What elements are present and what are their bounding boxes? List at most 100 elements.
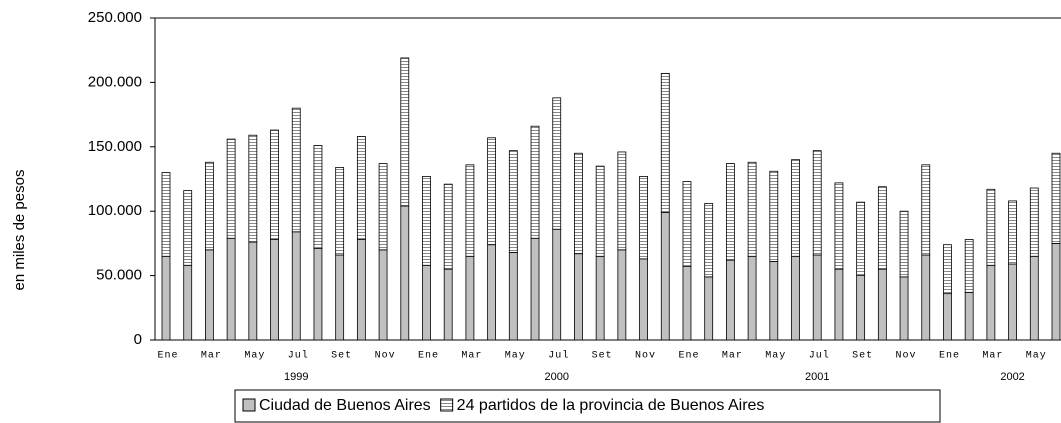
y-tick-label: 50.000 <box>96 267 142 284</box>
bar-segment <box>725 163 735 261</box>
bar-segment <box>1008 200 1017 265</box>
bar-segment <box>964 291 974 341</box>
bar-segment <box>725 259 735 341</box>
bar-segment <box>335 167 345 256</box>
y-tick-label: 200.000 <box>88 73 142 90</box>
bar-segment <box>356 136 366 240</box>
bar-segment <box>986 188 996 266</box>
year-label: 1999 <box>284 371 308 383</box>
bar-segment <box>487 137 497 246</box>
year-label: 2002 <box>1000 371 1024 383</box>
bar-segment <box>530 125 540 239</box>
year-label: 2001 <box>805 371 829 383</box>
bar-segment <box>1029 187 1039 257</box>
bar-segment <box>812 150 822 256</box>
bar-segment <box>183 190 193 266</box>
bar-segment <box>1008 263 1017 341</box>
bar-segment <box>943 244 952 295</box>
bar-segment <box>161 172 171 257</box>
x-tick-label: Mar <box>722 351 743 362</box>
bar-segment <box>660 212 670 341</box>
x-tick-label: Ene <box>157 351 178 362</box>
bar-segment <box>834 268 844 341</box>
bar-segment <box>704 203 714 278</box>
bar-segment <box>291 231 301 341</box>
bar-segment <box>552 97 562 230</box>
bar-segment <box>508 252 518 341</box>
x-tick-label: Set <box>331 351 352 362</box>
x-tick-label: Ene <box>939 351 960 362</box>
bar-segment <box>639 258 648 341</box>
bar-segment <box>443 183 453 270</box>
bar-segment <box>508 150 518 253</box>
y-axis-label: en miles de pesos <box>11 170 28 291</box>
bar-segment <box>248 134 258 243</box>
bar-segment <box>682 181 692 267</box>
legend-box <box>234 389 941 423</box>
x-tick-label: Jul <box>548 350 569 362</box>
x-tick-label: Mar <box>982 351 1003 362</box>
bar-segment <box>313 248 323 341</box>
x-tick-label: Mar <box>201 351 222 362</box>
bar-segment <box>617 151 627 251</box>
bar-segment <box>1051 242 1061 341</box>
bar-segment <box>747 255 757 341</box>
y-tick-label: 250.000 <box>88 9 142 26</box>
bar-segment <box>226 138 236 239</box>
bar-segment <box>856 201 866 277</box>
bar-segment <box>356 239 366 341</box>
x-tick-label: Nov <box>375 351 396 362</box>
legend-label: 24 partidos de la provincia de Buenos Ai… <box>457 397 765 414</box>
bar-segment <box>270 239 279 341</box>
bar-segment <box>183 264 193 341</box>
bar-segment <box>248 241 258 341</box>
bar-segment <box>487 244 497 341</box>
bar-segment <box>205 249 214 341</box>
bar-segment <box>921 164 931 256</box>
bar-segment <box>877 268 887 341</box>
y-tick-label: 100.000 <box>88 202 142 219</box>
bar-segment <box>595 165 605 257</box>
legend-label: Ciudad de Buenos Aires <box>259 397 431 414</box>
bar-segment <box>205 161 214 251</box>
x-tick-label: Ene <box>418 351 439 362</box>
bar-segment <box>400 57 410 207</box>
bar-segment <box>422 176 431 266</box>
bar-segment <box>313 145 323 249</box>
legend-swatch <box>440 398 454 412</box>
bar-segment <box>400 205 410 341</box>
bar-segment <box>595 255 605 341</box>
bar-segment <box>226 237 236 341</box>
bar-segment <box>574 152 583 255</box>
x-tick-label: May <box>505 351 526 362</box>
x-tick-label: Ene <box>678 351 699 362</box>
x-tick-label: Nov <box>635 351 656 362</box>
bar-segment <box>921 254 931 341</box>
plot-frame <box>154 17 1061 341</box>
x-tick-label: Set <box>592 351 613 362</box>
bar-segment <box>856 275 866 341</box>
bar-segment <box>834 182 844 270</box>
bar-segment <box>704 276 714 341</box>
bar-segment <box>791 255 800 341</box>
bar-segment <box>617 249 627 341</box>
bar-segment <box>791 159 800 257</box>
bar-segment <box>335 254 345 341</box>
bar-segment <box>378 163 388 251</box>
bar-segment <box>574 253 583 341</box>
bar-segment <box>1051 152 1061 244</box>
bar-segment <box>899 276 909 341</box>
x-tick-label: Mar <box>461 351 482 362</box>
x-tick-label: Set <box>852 351 873 362</box>
bar-segment <box>943 293 952 341</box>
bar-segment <box>812 254 822 341</box>
x-tick-label: May <box>1026 351 1047 362</box>
bar-segment <box>639 176 648 260</box>
bar-segment <box>465 164 475 257</box>
bar-segment <box>465 255 475 341</box>
bar-segment <box>986 264 996 341</box>
bar-segment <box>270 129 279 240</box>
x-tick-label: Jul <box>288 350 309 362</box>
bar-segment <box>443 268 453 341</box>
